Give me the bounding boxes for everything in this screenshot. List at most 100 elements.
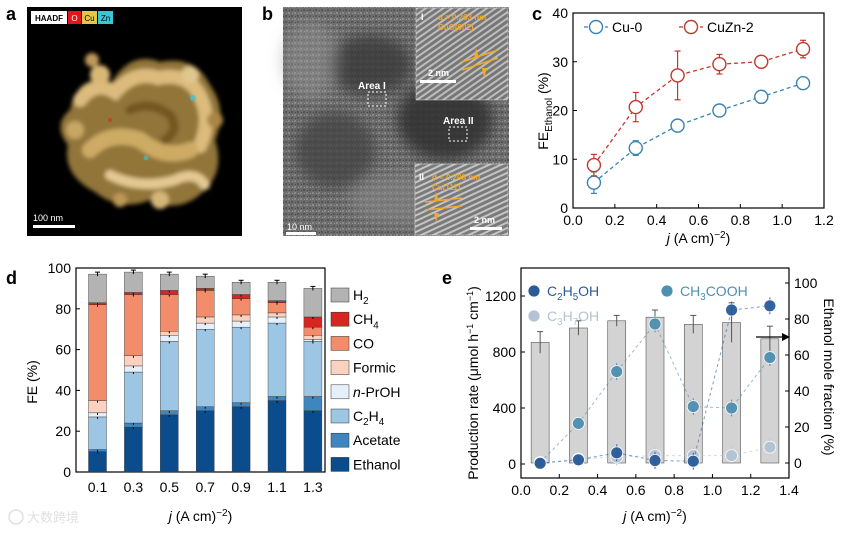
chart-d-legend: H2​ CH4​ CO Formic n-PrOH C2​H4​ Acetate Ethano…	[330, 287, 401, 472]
data-point-CH3COOH	[610, 365, 624, 379]
area-1-box	[367, 91, 387, 107]
panel-d: d FE (%) 0 20 40 60 80 100 0.1 0.3 0.5 0.7 0.9 1.1 1…	[6, 260, 401, 524]
panel-b: b Area I Area II I d = 0.263 nm CuO(002)…	[262, 4, 509, 236]
x-tick-label: 1.2	[814, 212, 834, 228]
legend-label-Formic: Formic	[353, 360, 396, 376]
bar-segment-Ethanol	[88, 451, 107, 473]
scalebar-a-label: 100 nm	[33, 213, 63, 223]
scalebar-a	[33, 225, 75, 228]
x-tick-label: 0.6	[626, 482, 646, 498]
y-tick-label: 40	[55, 382, 71, 398]
legend-marker	[588, 19, 604, 35]
data-point-C2H5OH	[533, 456, 547, 470]
legend-label-C3H7OH: C3​H7​OH	[547, 308, 599, 328]
data-point-CuZn-2	[754, 54, 769, 69]
y2-tick-label: 20	[794, 419, 810, 435]
y-tick-label: 1200	[485, 288, 516, 304]
legend-o-box	[68, 11, 81, 24]
x-tick-label: 0.0	[511, 482, 531, 498]
bar-segment-Ethanol	[160, 414, 179, 473]
legend-marker-C3H7OH	[527, 309, 541, 323]
area-2-label: Area II	[443, 116, 474, 127]
legend-label-CH4: CH4​	[353, 311, 379, 331]
legend-label-Ethanol: Ethanol	[353, 456, 400, 472]
x-tick-label: 1.3	[303, 479, 323, 495]
bar-segment-Ethanol	[267, 400, 287, 473]
legend-label-Acetate: Acetate	[353, 432, 401, 448]
x-tick-label: 0.4	[588, 482, 608, 498]
watermark-text: 大数跨境	[27, 510, 79, 525]
legend-swatch-Ethanol	[330, 457, 350, 472]
x-tick-label: 0.2	[605, 212, 625, 228]
x-tick-label: 1.0	[772, 212, 792, 228]
legend-marker	[683, 19, 699, 35]
y-tick-label: 0	[560, 200, 568, 216]
panel-letter-b: b	[262, 4, 273, 24]
data-point-CuZn-2	[586, 157, 602, 173]
chart-e-legend: C2​H5​OH CH3​COOH C3​H7​OH	[527, 283, 748, 328]
legend-marker-CH3COOH	[660, 284, 674, 298]
inset-2-scale-label: 2 nm	[474, 215, 495, 225]
x-tick-label: 0.7	[195, 479, 215, 495]
area-2-box	[448, 126, 468, 142]
y2-tick-label: 0	[794, 455, 802, 471]
panel-letter-a: a	[6, 4, 17, 24]
chart-e-xlabel: j (A cm)−2)	[621, 508, 687, 524]
chart-c-xlabel: j (A cm)−2)	[665, 230, 731, 246]
bar-segment-Ethanol	[195, 410, 215, 473]
data-point-CH3COOH	[763, 351, 777, 365]
inset-2: II d = 0.208 nm Cu(111) 2 nm	[414, 163, 509, 236]
data-point-C2H5OH	[763, 299, 777, 313]
x-tick-label: 0.9	[231, 479, 251, 495]
bar-segment-C2H4	[88, 416, 107, 450]
legend-swatch-CO	[330, 336, 350, 351]
x-tick-label: 0.8	[731, 212, 751, 228]
inset-1-scale-label: 2 nm	[428, 68, 449, 78]
y-tick-label: 400	[493, 400, 517, 416]
legend-zn: Zn	[101, 14, 110, 23]
inset-1-plane: CuO(002)	[438, 23, 474, 32]
panel-letter-e: e	[442, 268, 452, 288]
bar-segment-C2H4	[303, 341, 323, 397]
data-point-Cu-0	[712, 103, 727, 118]
y2-tick-label: 80	[794, 311, 810, 327]
bar-segment-H2	[303, 288, 323, 318]
panel-letter-d: d	[6, 268, 17, 288]
mole-fraction-bar	[607, 320, 627, 464]
legend-label: Cu-0	[612, 19, 643, 35]
panel-c: c FEEthanol (%) 0.0 0.2 0.4 0.6 0.8 1.0 1.2010…	[532, 4, 834, 246]
chart-e-frame	[520, 267, 790, 479]
legend-marker-C2H5OH	[527, 284, 541, 298]
x-tick-label: 1.4	[779, 482, 799, 498]
chart-d-plot: 0 20 40 60 80 100 0.1 0.3 0.5 0.7 0.9 1.1 1.3 j (A cm…	[48, 260, 326, 524]
series-line-Cu-0	[593, 82, 804, 184]
inset-1-roman: I	[421, 12, 424, 22]
panel-a: a HAADF O	[6, 4, 242, 236]
legend-o: O	[71, 14, 77, 23]
bar-segment-CO	[195, 290, 215, 318]
chart-c-frame	[572, 12, 825, 209]
legend-swatch-Acetate	[330, 432, 350, 448]
data-point-Cu-0	[628, 140, 643, 156]
data-point-CH3COOH	[572, 416, 585, 430]
legend-label-n-PrOH: n-PrOH	[353, 384, 400, 400]
mole-fraction-bar	[683, 324, 703, 464]
data-point-C2H5OH	[648, 454, 662, 467]
legend-label-CO: CO	[353, 335, 374, 351]
bar-segment-CO	[124, 294, 143, 356]
series-line-CuZn-2	[593, 48, 804, 166]
legend-swatch-CH4	[330, 311, 350, 327]
bar-segment-C2H4	[124, 371, 143, 424]
data-point-CuZn-2	[795, 41, 811, 57]
legend-swatch-n-PrOH	[330, 384, 350, 400]
x-tick-label: 0.8	[664, 482, 684, 498]
scalebar-b	[286, 232, 316, 235]
chart-e-y2label: Ethanol mole fraction (%)	[821, 298, 837, 455]
x-tick-label: 0.5	[160, 479, 180, 495]
x-tick-label: 1.2	[741, 482, 761, 498]
y-tick-label: 80	[55, 301, 71, 317]
legend-cu: Cu	[84, 14, 94, 23]
legend-haadf: HAADF	[35, 14, 63, 23]
y2-tick-label: 40	[794, 383, 810, 399]
inset-2-roman: II	[419, 172, 424, 182]
